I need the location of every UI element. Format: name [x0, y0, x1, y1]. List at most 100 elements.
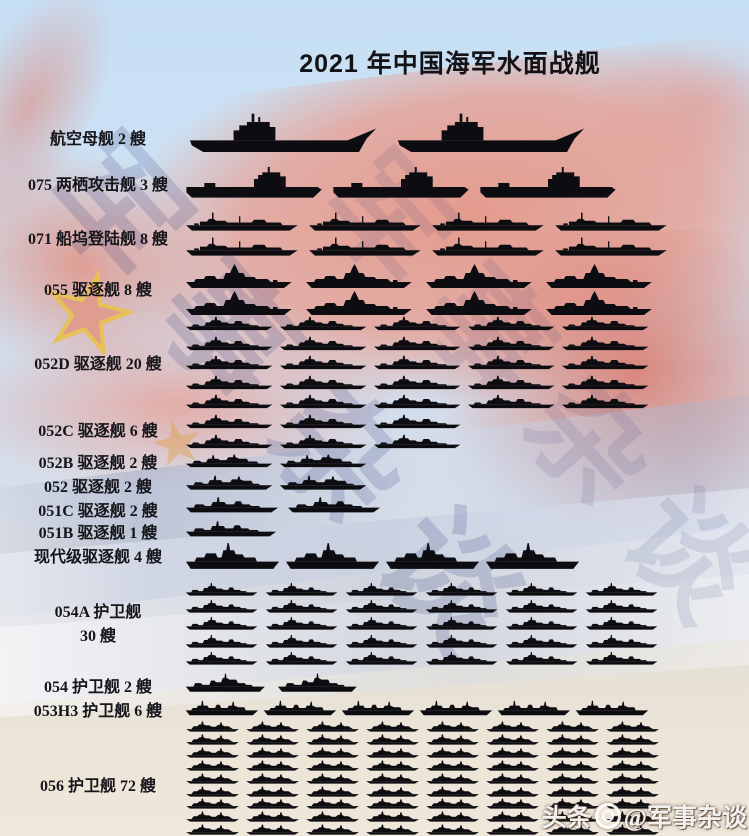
ship-icon-landing-071: [554, 234, 669, 261]
ship-icon-amphibious-075: [479, 167, 617, 207]
row-label-destroyer-055: 055 驱逐舰 8 艘: [43, 282, 152, 299]
page-title: 2021 年中国海军水面战舰: [299, 50, 601, 78]
ship-icon-frigate-054a: [185, 615, 262, 634]
row-label-destroyer-051c: 051C 驱逐舰 2 艘: [38, 503, 158, 520]
ship-icon-destroyer-052d: [373, 314, 465, 335]
ship-icon-landing-071: [185, 209, 300, 236]
ship-icon-destroyer-052d: [561, 353, 653, 374]
ship-icon-destroyer-055: [185, 262, 295, 292]
ship-icon-frigate-054a: [265, 581, 342, 600]
ship-icon-destroyer-052d: [185, 334, 277, 355]
row-label-destroyer-052: 052 驱逐舰 2 艘: [43, 479, 152, 496]
row-label-destroyer-052c: 052C 驱逐舰 6 艘: [38, 423, 158, 440]
ship-icon-frigate-053h3: [575, 696, 652, 720]
ship-icon-frigate-054a: [425, 615, 502, 634]
ship-icon-frigate-054a: [265, 633, 342, 652]
ship-icon-destroyer-055: [545, 262, 655, 292]
ship-icon-destroyer-052d: [279, 353, 371, 374]
ship-icon-frigate-054a: [505, 633, 582, 652]
row-label-landing-071: 071 船坞登陆舰 8 艘: [27, 231, 168, 248]
row-label-corvette-056: 056 护卫舰 72 艘: [39, 778, 156, 795]
ship-icon-destroyer-052b: [185, 451, 277, 472]
ship-icon-frigate-054a: [185, 650, 262, 669]
row-label-frigate-054a-line2: 30 艘: [79, 628, 116, 645]
ship-icon-destroyer-052b: [279, 451, 371, 472]
ship-icon-frigate-054a: [425, 633, 502, 652]
ship-icon-destroyer-sovremenny: [385, 541, 481, 572]
ship-icon-destroyer-052d: [185, 373, 277, 394]
ship-icon-destroyer-052d: [561, 392, 653, 413]
corner-watermark: 头条 @军事杂谈: [542, 798, 747, 834]
ship-icon-destroyer-052d: [185, 314, 277, 335]
ship-icon-frigate-054a: [265, 650, 342, 669]
ship-icon-destroyer-052d: [561, 314, 653, 335]
ship-icon-corvette-056: [365, 823, 423, 836]
ship-icon-destroyer-052d: [279, 334, 371, 355]
ship-icon-corvette-056: [185, 823, 243, 836]
ship-icon-frigate-054a: [185, 581, 262, 600]
ship-icon-landing-071: [554, 209, 669, 236]
ship-icon-frigate-054a: [345, 615, 422, 634]
ship-icon-landing-071: [431, 234, 546, 261]
ship-icon-frigate-053h3: [419, 696, 496, 720]
ship-icon-destroyer-052c: [279, 412, 371, 433]
ship-icon-destroyer-055: [305, 262, 415, 292]
corner-watermark-handle: @军事杂谈: [623, 805, 747, 832]
ship-icon-amphibious-075: [185, 167, 323, 207]
ship-icon-destroyer-051b: [185, 518, 279, 542]
ship-icon-destroyer-052d: [373, 392, 465, 413]
ship-icon-destroyer-052d: [185, 353, 277, 374]
ship-icon-destroyer-051c: [185, 494, 281, 518]
ship-icon-landing-071: [308, 209, 423, 236]
row-label-frigate-054: 054 护卫舰 2 艘: [43, 679, 152, 696]
ship-icon-destroyer-052d: [467, 334, 559, 355]
ship-icon-destroyer-052d: [373, 334, 465, 355]
ship-icon-destroyer-052d: [279, 373, 371, 394]
row-label-frigate-053h3: 053H3 护卫舰 6 艘: [33, 703, 163, 720]
ship-icon-landing-071: [431, 209, 546, 236]
ship-icon-frigate-054a: [585, 633, 662, 652]
row-label-frigate-054a: 054A 护卫舰: [54, 604, 142, 621]
ship-icon-frigate-054a: [265, 598, 342, 617]
ship-icon-landing-071: [185, 234, 300, 261]
ship-icon-destroyer-sovremenny: [185, 541, 281, 572]
ship-icon-frigate-054a: [585, 581, 662, 600]
ship-icon-frigate-054a: [425, 598, 502, 617]
ship-icon-destroyer-052d: [561, 373, 653, 394]
ship-icon-frigate-054a: [345, 598, 422, 617]
row-label-destroyer-052b: 052B 驱逐舰 2 艘: [38, 455, 158, 472]
row-label-amphibious-075: 075 两栖攻击舰 3 艘: [27, 177, 168, 194]
ship-icon-frigate-053h3: [497, 696, 574, 720]
ship-icon-frigate-054a: [345, 581, 422, 600]
ship-icon-frigate-054a: [265, 615, 342, 634]
ship-icon-corvette-056: [485, 823, 543, 836]
ship-icon-frigate-054: [277, 671, 361, 697]
ship-icon-frigate-054a: [185, 598, 262, 617]
ship-icon-destroyer-052: [185, 472, 277, 494]
corner-watermark-prefix: 头条: [541, 805, 592, 832]
ship-icon-destroyer-052d: [467, 314, 559, 335]
ship-icon-destroyer-052: [279, 472, 371, 494]
ship-icon-destroyer-052d: [373, 353, 465, 374]
ship-icon-destroyer-052d: [467, 392, 559, 413]
ship-icon-amphibious-075: [332, 167, 470, 207]
ship-icon-destroyer-sovremenny: [285, 541, 381, 572]
ship-icon-destroyer-052d: [561, 334, 653, 355]
ship-icon-destroyer-051c: [287, 494, 383, 518]
ship-icon-frigate-053h3: [263, 696, 340, 720]
ship-icon-frigate-054a: [345, 633, 422, 652]
ship-icon-destroyer-055: [425, 262, 535, 292]
ship-icon-corvette-056: [425, 823, 483, 836]
ship-icon-destroyer-052d: [185, 392, 277, 413]
ship-icon-frigate-054a: [425, 650, 502, 669]
ship-icon-corvette-056: [245, 823, 303, 836]
ship-icon-frigate-054a: [425, 581, 502, 600]
ship-icon-destroyer-052d: [467, 373, 559, 394]
ship-icon-aircraft-carrier: [396, 112, 586, 162]
ship-icon-destroyer-052d: [373, 373, 465, 394]
ship-icon-frigate-054a: [505, 615, 582, 634]
row-label-destroyer-052d: 052D 驱逐舰 20 艘: [34, 356, 162, 373]
ship-icon-destroyer-052c: [185, 432, 277, 453]
